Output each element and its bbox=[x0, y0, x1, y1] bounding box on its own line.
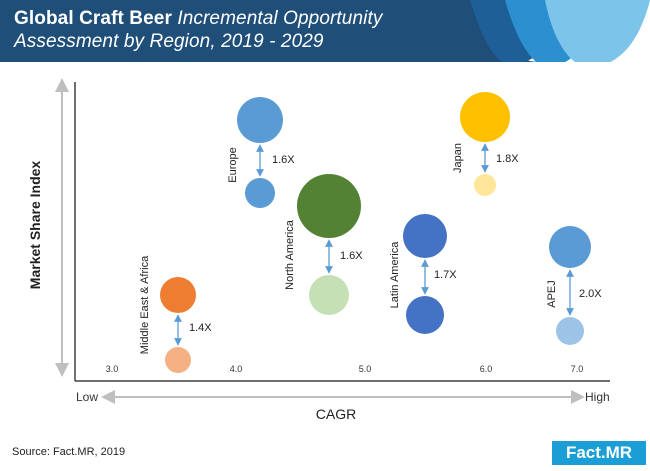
x-axis-label: CAGR bbox=[316, 406, 356, 422]
growth-multiplier-label: 2.0X bbox=[579, 288, 602, 300]
title-bold: Global Craft Beer bbox=[14, 8, 172, 29]
header-banner: Global Craft Beer Incremental Opportunit… bbox=[0, 0, 650, 62]
header-band-navy bbox=[0, 0, 540, 62]
growth-multiplier-label: 1.7X bbox=[434, 269, 457, 281]
title-italic-1: Incremental Opportunity bbox=[177, 8, 383, 29]
bubble-top bbox=[237, 97, 283, 143]
factmr-logo: Fact.MR bbox=[552, 441, 646, 465]
x-tick-label: 7.0 bbox=[571, 364, 584, 374]
region-label: Middle East & Africa bbox=[139, 255, 151, 354]
bubble-top bbox=[403, 214, 447, 258]
region-label: Europe bbox=[227, 147, 239, 182]
x-tick-label: 5.0 bbox=[359, 364, 372, 374]
region-label: Japan bbox=[452, 143, 464, 173]
bubble-top bbox=[549, 226, 591, 268]
x-tick-label: 6.0 bbox=[480, 364, 493, 374]
header-wave-3 bbox=[545, 0, 650, 62]
region-label: APEJ bbox=[546, 280, 558, 308]
region-label: Latin America bbox=[389, 241, 401, 309]
chart-title-line-2: Assessment by Region, 2019 - 2029 bbox=[14, 31, 324, 53]
bubble-bottom bbox=[556, 317, 584, 345]
header-background bbox=[0, 0, 650, 62]
bubble-top bbox=[297, 174, 361, 238]
bubble-bottom bbox=[309, 275, 349, 315]
bubble-bottom bbox=[165, 347, 191, 373]
growth-multiplier-label: 1.8X bbox=[496, 153, 519, 165]
bubble-bottom bbox=[474, 174, 496, 196]
title-italic-2: Assessment by Region, 2019 - 2029 bbox=[14, 31, 324, 52]
x-low-label: Low bbox=[76, 390, 98, 404]
x-high-label: High bbox=[585, 390, 610, 404]
y-axis-label: Market Share Index bbox=[27, 161, 43, 290]
bubble-bottom bbox=[245, 178, 275, 208]
source-note: Source: Fact.MR, 2019 bbox=[12, 446, 126, 458]
growth-multiplier-label: 1.6X bbox=[340, 250, 363, 262]
bubble-chart: Market Share Index CAGR Low High 3.0 4.0 5… bbox=[27, 78, 610, 422]
region-label: North America bbox=[284, 219, 296, 290]
growth-multiplier-label: 1.4X bbox=[189, 322, 212, 334]
bubble-bottom bbox=[406, 296, 444, 334]
bubble-top bbox=[460, 92, 510, 142]
chart-title-line-1: Global Craft Beer Incremental Opportunit… bbox=[14, 8, 382, 30]
bubble-top bbox=[160, 277, 196, 313]
growth-multiplier-label: 1.6X bbox=[272, 154, 295, 166]
x-tick-label: 4.0 bbox=[230, 364, 243, 374]
x-tick-label: 3.0 bbox=[106, 364, 119, 374]
